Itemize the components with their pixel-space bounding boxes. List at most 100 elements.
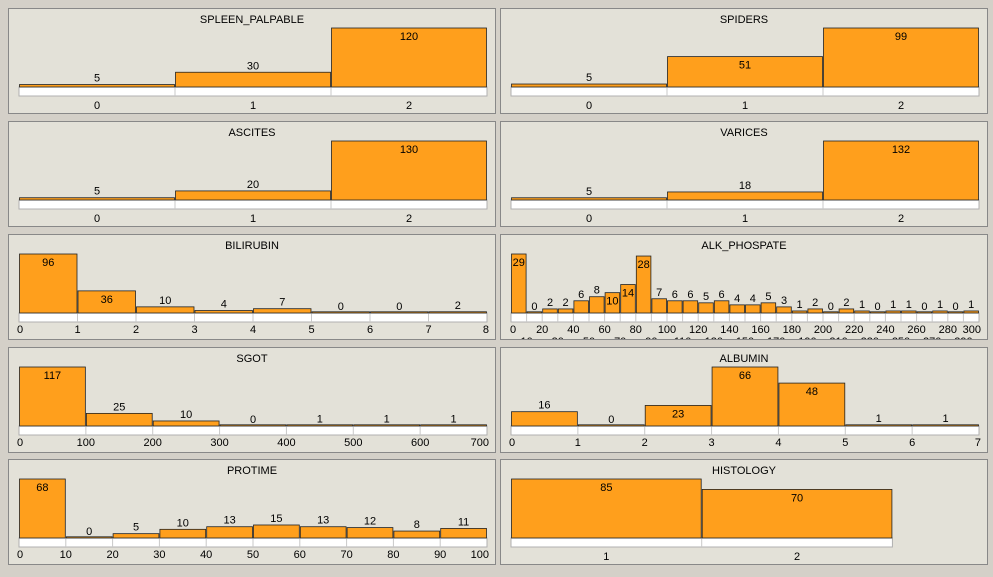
bar-value-label: 51 [739, 60, 751, 72]
x-axis-strip [18, 425, 488, 436]
bar-19 [807, 308, 823, 314]
x-tick-label: 30 [552, 336, 564, 339]
bar-9 [651, 298, 667, 314]
bar-4 [573, 300, 589, 314]
bar-2 [112, 533, 160, 539]
x-tick-label: 0 [509, 437, 515, 449]
bar-value-label: 1 [859, 299, 865, 311]
bar-20 [823, 311, 839, 314]
histogram-panel-spiders: SPIDERS 5 51 99 0 1 2 [500, 8, 988, 114]
x-axis-strip [510, 86, 980, 97]
bar-2 [542, 308, 558, 314]
bar-value-label: 6 [687, 289, 693, 301]
x-tick-label: 260 [907, 324, 925, 336]
bar-value-label: 0 [608, 414, 614, 426]
x-tick-label: 180 [783, 324, 801, 336]
bar-value-label: 1 [876, 413, 882, 425]
bar-18 [791, 310, 808, 314]
bar-9 [440, 528, 487, 539]
bar-value-label: 5 [586, 72, 592, 84]
bar-4 [206, 526, 253, 539]
bar-value-label: 5 [94, 186, 100, 198]
bar-value-label: 4 [221, 299, 227, 311]
x-tick-label: 40 [567, 324, 579, 336]
bar-7 [428, 311, 487, 314]
bar-value-label: 20 [247, 179, 259, 191]
x-tick-label: 90 [645, 336, 657, 339]
x-tick-label: 130 [705, 336, 723, 339]
x-tick-label: 3 [709, 437, 715, 449]
histogram-panel-ascites: ASCITES 5 20 130 0 1 2 [8, 121, 496, 227]
x-tick-label: 200 [144, 437, 162, 449]
x-tick-label: 1 [603, 551, 609, 563]
bar-15 [745, 304, 761, 314]
x-tick-label: 120 [689, 324, 707, 336]
x-tick-label: 270 [923, 336, 941, 339]
x-tick-label: 2 [898, 100, 904, 112]
histogram-svg-ascites: ASCITES 5 20 130 0 1 2 [18, 127, 488, 225]
x-tick-label: 70 [340, 549, 352, 561]
x-tick-label: 0 [17, 549, 23, 561]
x-tick-label: 280 [939, 324, 957, 336]
bar-value-label: 1 [317, 413, 323, 425]
bar-3 [219, 424, 287, 427]
bar-3 [194, 310, 253, 314]
bar-2 [331, 140, 487, 201]
bar-value-label: 23 [672, 408, 684, 420]
chart-title: ASCITES [228, 127, 275, 139]
bar-7 [620, 284, 636, 314]
bar-value-label: 117 [44, 370, 62, 382]
x-tick-label: 20 [536, 324, 548, 336]
bar-value-label: 30 [247, 60, 259, 72]
bar-value-label: 10 [177, 517, 189, 529]
histogram-svg-bilirubin: BILIRUBIN 96 36 10 4 7 0 0 2 0 1 2 3 4 5 6 7 8 [17, 240, 489, 336]
x-tick-label: 4 [250, 324, 256, 336]
bar-25 [901, 310, 917, 314]
x-tick-label: 150 [736, 336, 754, 339]
histogram-panel-bilirubin: BILIRUBIN 96 36 10 4 7 0 0 2 0 1 2 3 4 5 6 7 8 [8, 234, 496, 340]
bar-value-label: 1 [937, 299, 943, 311]
bar-value-label: 5 [586, 186, 592, 198]
bar-value-label: 15 [270, 513, 282, 525]
bar-value-label: 18 [739, 180, 751, 192]
bar-value-label: 70 [791, 492, 803, 504]
x-tick-label: 10 [60, 549, 72, 561]
bar-value-label: 5 [765, 291, 771, 303]
histogram-panel-albumin: ALBUMIN 16 0 23 66 48 1 1 0 1 2 3 4 5 6 7 [500, 347, 988, 453]
x-tick-label: 5 [842, 437, 848, 449]
bar-4 [778, 382, 846, 427]
bar-value-label: 10 [159, 295, 171, 307]
bar-1 [175, 190, 331, 201]
bar-5 [353, 424, 421, 427]
x-tick-label: 230 [861, 336, 879, 339]
bar-value-label: 85 [600, 482, 612, 494]
bar-value-label: 0 [531, 301, 537, 313]
bar-value-label: 29 [513, 257, 525, 269]
bar-value-label: 5 [133, 522, 139, 534]
histogram-panel-histology: HISTOLOGY 85 70 1 2 [500, 459, 988, 565]
bar-value-label: 0 [86, 526, 92, 538]
histogram-svg-spleen-palpable: SPLEEN_PALPABLE 5 30 120 0 1 2 [18, 14, 488, 112]
bar-11 [682, 300, 699, 314]
bar-value-label: 11 [458, 516, 469, 528]
bar-0 [511, 197, 667, 201]
bar-value-label: 7 [656, 287, 662, 299]
x-tick-label: 100 [77, 437, 95, 449]
bar-value-label: 0 [875, 301, 881, 313]
bar-1 [577, 424, 645, 427]
histogram-panel-protime: PROTIME 68 0 5 10 13 15 13 12 8 11 0 10 20 30 40 50 60 70 8… [8, 459, 496, 565]
bar-value-label: 2 [455, 300, 461, 312]
bar-value-label: 1 [451, 413, 457, 425]
bar-value-label: 2 [812, 297, 818, 309]
chart-title: SPIDERS [720, 14, 768, 26]
histogram-svg-varices: VARICES 5 18 132 0 1 2 [510, 127, 980, 225]
bar-0 [19, 366, 86, 427]
bar-6 [912, 424, 979, 427]
x-tick-label: 30 [153, 549, 165, 561]
bar-value-label: 7 [279, 297, 285, 309]
bar-value-label: 1 [890, 299, 896, 311]
bar-value-label: 3 [781, 295, 787, 307]
bar-value-label: 8 [414, 519, 420, 531]
